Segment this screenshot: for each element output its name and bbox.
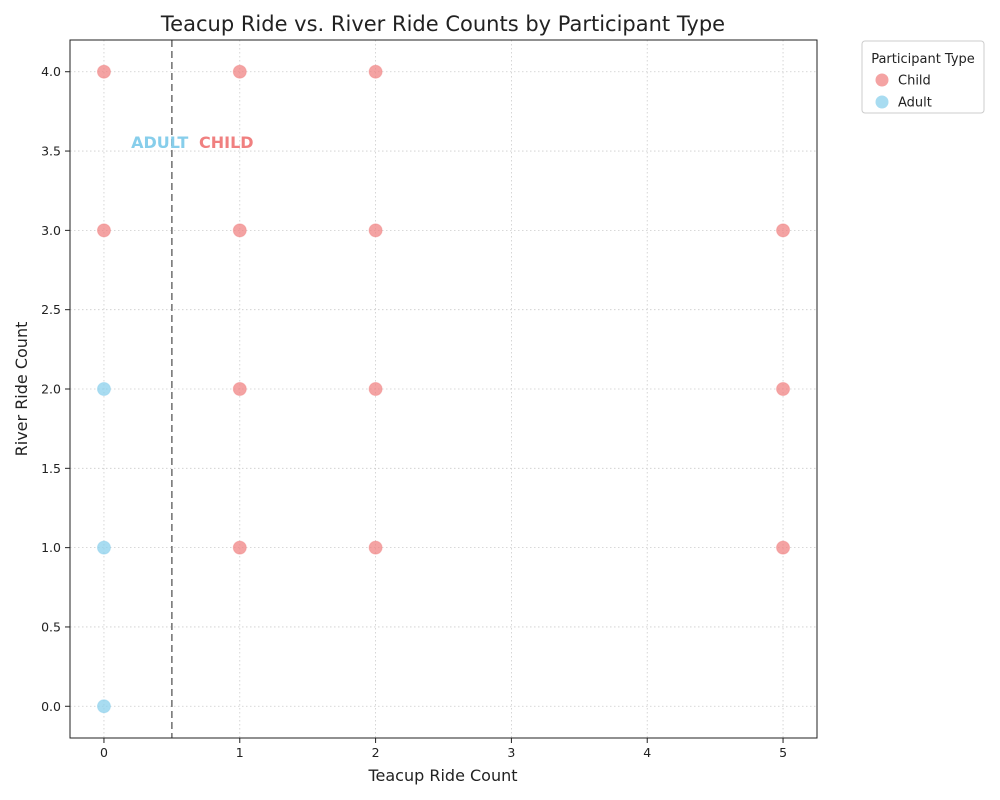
y-tick-label: 1.5 bbox=[41, 461, 61, 476]
legend-frame bbox=[861, 40, 985, 114]
data-point-child bbox=[96, 64, 111, 79]
data-point-child bbox=[368, 223, 383, 238]
data-point-child bbox=[368, 64, 383, 79]
y-tick-label: 0.0 bbox=[41, 699, 61, 714]
data-point-child bbox=[232, 64, 247, 79]
y-tick-label: 4.0 bbox=[41, 64, 61, 79]
x-tick-label: 3 bbox=[507, 745, 515, 760]
axis-ticks: 0 1 2 3 4 5 0.0 0.5 1.0 1.5 2.0 2.5 3.0 3.5 4.0 bbox=[41, 64, 787, 760]
y-tick-label: 3.0 bbox=[41, 223, 61, 238]
legend: Participant Type Child Adult bbox=[861, 40, 985, 114]
y-tick-label: 3.5 bbox=[41, 144, 61, 159]
x-tick-label: 1 bbox=[236, 745, 244, 760]
data-point-child bbox=[232, 382, 247, 396]
data-point-child bbox=[776, 540, 791, 555]
y-tick-label: 1.0 bbox=[41, 540, 61, 555]
data-point-adult bbox=[96, 382, 111, 396]
data-point-child bbox=[232, 223, 247, 238]
data-point-adult bbox=[96, 540, 111, 555]
legend-label-adult: Adult bbox=[898, 96, 932, 111]
x-tick-label: 2 bbox=[372, 745, 380, 760]
data-point-child bbox=[96, 223, 111, 238]
legend-marker-child bbox=[875, 73, 889, 87]
chart-title: Teacup Ride vs. River Ride Counts by Par… bbox=[160, 12, 725, 36]
legend-title: Participant Type bbox=[871, 52, 975, 67]
data-points bbox=[96, 64, 791, 714]
data-point-child bbox=[232, 540, 247, 555]
data-point-child bbox=[368, 540, 383, 555]
legend-marker-adult bbox=[875, 95, 889, 109]
y-axis-label: River Ride Count bbox=[12, 322, 31, 457]
annotation-label: ADULT bbox=[131, 133, 188, 152]
x-tick-label: 4 bbox=[643, 745, 651, 760]
y-tick-label: 2.0 bbox=[41, 382, 61, 397]
data-point-adult bbox=[96, 699, 111, 714]
x-tick-label: 0 bbox=[100, 745, 108, 760]
legend-label-child: Child bbox=[898, 74, 931, 89]
y-tick-label: 0.5 bbox=[41, 619, 61, 634]
x-tick-label: 5 bbox=[779, 745, 787, 760]
y-tick-label: 2.5 bbox=[41, 302, 61, 317]
data-point-child bbox=[368, 382, 383, 396]
annotations: ADULT CHILD bbox=[131, 133, 253, 152]
x-axis-label: Teacup Ride Count bbox=[367, 766, 517, 785]
legend-items: Child Adult bbox=[875, 73, 932, 111]
data-point-child bbox=[776, 382, 791, 396]
data-point-child bbox=[776, 223, 791, 238]
annotation-label: CHILD bbox=[199, 133, 254, 152]
